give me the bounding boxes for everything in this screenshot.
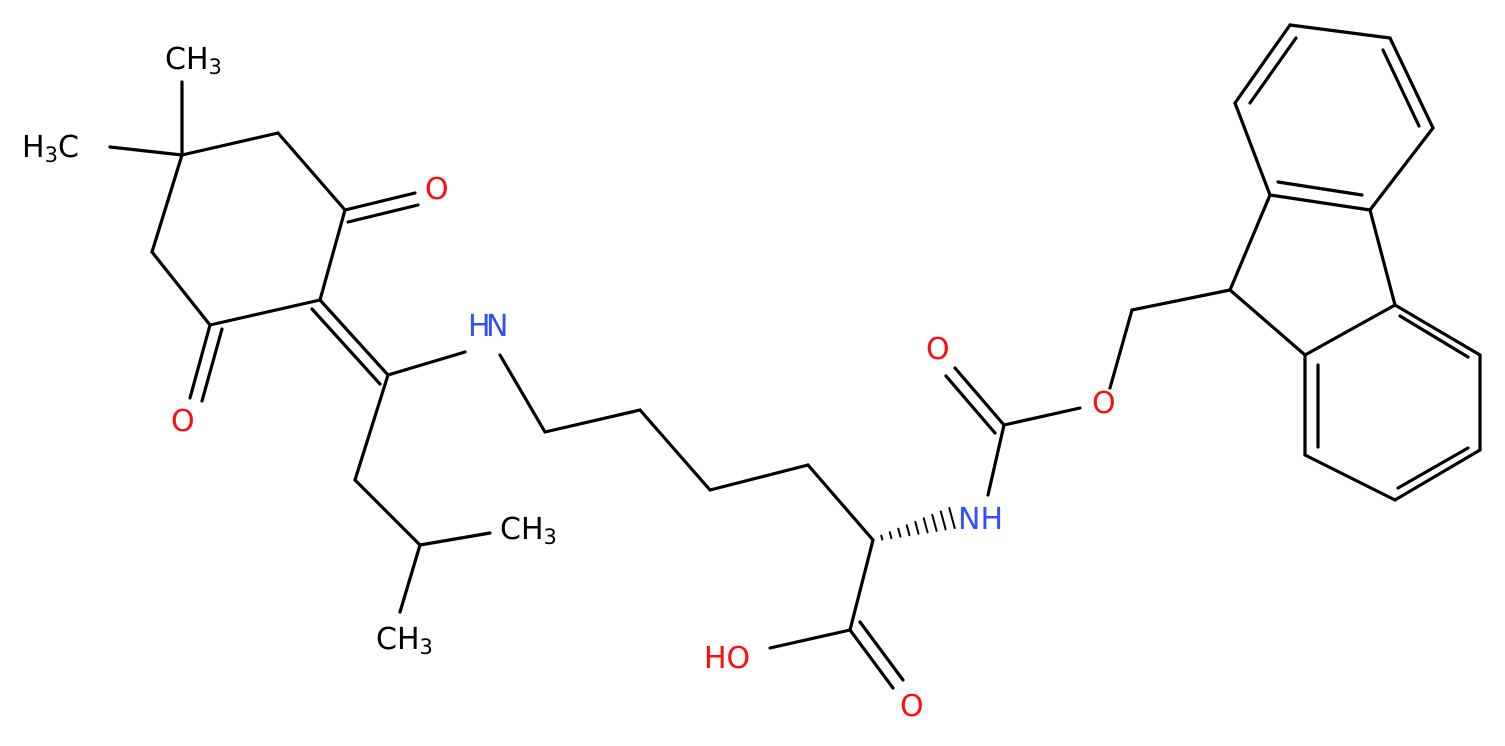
hash-bond [939, 510, 947, 531]
bonds [108, 23, 1482, 690]
atom-label: H [468, 309, 491, 344]
hash-bond [948, 507, 956, 529]
hash-bond [922, 517, 929, 534]
atom-label: CH3 [376, 622, 433, 660]
atom-label: O [1092, 386, 1116, 421]
atom-label: CH3 [500, 512, 557, 550]
hash-bond [897, 527, 902, 538]
atom-label: CH3 [165, 42, 222, 80]
hash-bond [914, 520, 920, 535]
hash-bond [931, 513, 938, 532]
atom-label: O [926, 332, 950, 367]
hash-bond [905, 524, 911, 537]
atom-label: HO [704, 641, 750, 676]
atom-label: N [486, 309, 508, 344]
atom-label: O [171, 404, 195, 439]
atom-label: O [425, 172, 449, 207]
atom-label: NH [958, 502, 1003, 537]
atom-label: H3C [22, 130, 79, 168]
atom-label: O [900, 689, 924, 724]
hash-bond [888, 531, 893, 540]
hash-bond [880, 534, 884, 541]
